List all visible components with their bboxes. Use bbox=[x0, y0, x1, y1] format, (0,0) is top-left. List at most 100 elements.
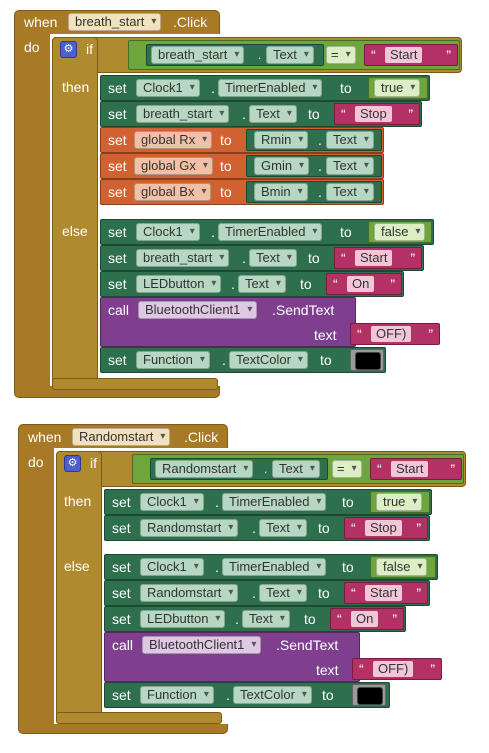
property-dropdown[interactable]: Text bbox=[238, 275, 286, 293]
to-keyword: to bbox=[220, 184, 232, 200]
when-keyword: when bbox=[24, 14, 58, 30]
property-dropdown[interactable]: TextColor bbox=[229, 351, 308, 369]
color-swatch[interactable] bbox=[355, 352, 381, 370]
component-dropdown[interactable]: Gmin bbox=[254, 157, 310, 175]
text-value[interactable]: On bbox=[351, 611, 379, 627]
compare-operator-dropdown[interactable]: = bbox=[332, 460, 362, 478]
property-dropdown[interactable]: Text bbox=[259, 584, 307, 602]
text-param-label: text bbox=[314, 327, 337, 343]
set-keyword: set bbox=[112, 494, 131, 510]
property-dropdown[interactable]: TimerEnabled bbox=[222, 493, 327, 511]
do-keyword: do bbox=[24, 39, 40, 55]
component-dropdown[interactable]: Function bbox=[136, 351, 210, 369]
component-dropdown[interactable]: BluetoothClient1 bbox=[142, 636, 262, 654]
compare-operator-dropdown[interactable]: = bbox=[326, 46, 356, 64]
variable-dropdown[interactable]: global Gx bbox=[134, 157, 213, 175]
to-keyword: to bbox=[308, 106, 320, 122]
component-dropdown[interactable]: Bmin bbox=[254, 183, 308, 201]
component-dropdown[interactable]: BluetoothClient1 bbox=[138, 301, 258, 319]
to-keyword: to bbox=[220, 132, 232, 148]
set-keyword: set bbox=[112, 611, 131, 627]
condition-text-value[interactable]: Start bbox=[385, 47, 423, 63]
to-keyword: to bbox=[300, 276, 312, 292]
component-dropdown[interactable]: Randomstart bbox=[140, 519, 239, 537]
component-dropdown[interactable]: Clock1 bbox=[140, 558, 204, 576]
boolean-dropdown[interactable]: false bbox=[374, 223, 426, 241]
property-dropdown[interactable]: Text bbox=[249, 249, 297, 267]
property-dropdown[interactable]: TextColor bbox=[233, 686, 312, 704]
component-dropdown[interactable]: Clock1 bbox=[136, 79, 200, 97]
property-dropdown[interactable]: Text bbox=[242, 610, 290, 628]
text-block[interactable]: “ OFF) ” bbox=[350, 323, 440, 345]
color-swatch[interactable] bbox=[357, 687, 383, 705]
property-dropdown[interactable]: Text bbox=[326, 183, 374, 201]
else-keyword: else bbox=[64, 558, 90, 574]
component-dropdown[interactable]: breath_start bbox=[136, 105, 230, 123]
condition-text-value[interactable]: Start bbox=[391, 461, 429, 477]
set-keyword: set bbox=[112, 520, 131, 536]
then-keyword: then bbox=[64, 493, 92, 509]
component-dropdown[interactable]: Clock1 bbox=[136, 223, 200, 241]
condition-property-dropdown[interactable]: Text bbox=[272, 460, 320, 478]
to-keyword: to bbox=[322, 687, 334, 703]
property-dropdown[interactable]: TimerEnabled bbox=[218, 223, 323, 241]
to-keyword: to bbox=[320, 352, 332, 368]
property-dropdown[interactable]: Text bbox=[326, 131, 374, 149]
text-block[interactable]: “ Stop ” bbox=[344, 517, 428, 539]
variable-dropdown[interactable]: global Rx bbox=[134, 131, 213, 149]
boolean-dropdown[interactable]: false bbox=[376, 558, 428, 576]
text-block[interactable]: “ On ” bbox=[326, 273, 402, 295]
component-dropdown[interactable]: Clock1 bbox=[140, 493, 204, 511]
if-block-footer bbox=[52, 378, 218, 390]
property-dropdown[interactable]: TimerEnabled bbox=[218, 79, 323, 97]
event-component-dropdown[interactable]: breath_start bbox=[68, 13, 162, 31]
set-keyword: set bbox=[108, 250, 127, 266]
if-block-arm bbox=[52, 37, 98, 387]
component-dropdown[interactable]: Rmin bbox=[254, 131, 309, 149]
component-dropdown[interactable]: LEDbutton bbox=[140, 610, 226, 628]
component-dropdown[interactable]: Randomstart bbox=[140, 584, 239, 602]
if-block-arm bbox=[56, 451, 102, 721]
text-value[interactable]: OFF) bbox=[371, 326, 412, 342]
property-dropdown[interactable]: Text bbox=[259, 519, 307, 537]
component-dropdown[interactable]: LEDbutton bbox=[136, 275, 222, 293]
text-value[interactable]: Start bbox=[365, 585, 403, 601]
method-name: .SendText bbox=[276, 637, 339, 653]
do-keyword: do bbox=[28, 454, 44, 470]
text-value[interactable]: OFF) bbox=[373, 661, 414, 677]
condition-text-block[interactable]: “ Start ” bbox=[370, 458, 462, 480]
set-keyword: set bbox=[108, 106, 127, 122]
property-dropdown[interactable]: Text bbox=[249, 105, 297, 123]
set-keyword: set bbox=[108, 158, 127, 174]
text-value[interactable]: Start bbox=[355, 250, 393, 266]
if-block-footer bbox=[56, 712, 222, 724]
component-dropdown[interactable]: breath_start bbox=[136, 249, 230, 267]
text-block[interactable]: “ OFF) ” bbox=[352, 658, 442, 680]
to-keyword: to bbox=[340, 80, 352, 96]
condition-text-block[interactable]: “ Start ” bbox=[364, 44, 458, 66]
boolean-dropdown[interactable]: true bbox=[374, 79, 421, 97]
property-dropdown[interactable]: Text bbox=[326, 157, 374, 175]
text-value[interactable]: Stop bbox=[365, 520, 402, 536]
property-dropdown[interactable]: TimerEnabled bbox=[222, 558, 327, 576]
event-component-dropdown[interactable]: Randomstart bbox=[72, 428, 171, 446]
gear-icon[interactable]: ⚙ bbox=[60, 41, 77, 58]
text-value[interactable]: On bbox=[347, 276, 375, 292]
condition-component-dropdown[interactable]: breath_start bbox=[151, 46, 245, 64]
condition-component-dropdown[interactable]: Randomstart bbox=[155, 460, 254, 478]
condition-property-dropdown[interactable]: Text bbox=[266, 46, 314, 64]
gear-icon[interactable]: ⚙ bbox=[64, 455, 81, 472]
else-keyword: else bbox=[62, 223, 88, 239]
text-value[interactable]: Stop bbox=[355, 106, 392, 122]
variable-dropdown[interactable]: global Bx bbox=[134, 183, 212, 201]
component-dropdown[interactable]: Function bbox=[140, 686, 214, 704]
to-keyword: to bbox=[304, 611, 316, 627]
to-keyword: to bbox=[342, 559, 354, 575]
then-keyword: then bbox=[62, 79, 90, 95]
to-keyword: to bbox=[220, 158, 232, 174]
text-block[interactable]: “ Stop ” bbox=[334, 103, 420, 125]
text-block[interactable]: “ On ” bbox=[330, 608, 404, 630]
text-block[interactable]: “ Start ” bbox=[344, 582, 428, 604]
boolean-dropdown[interactable]: true bbox=[376, 493, 423, 511]
text-block[interactable]: “ Start ” bbox=[334, 247, 422, 269]
